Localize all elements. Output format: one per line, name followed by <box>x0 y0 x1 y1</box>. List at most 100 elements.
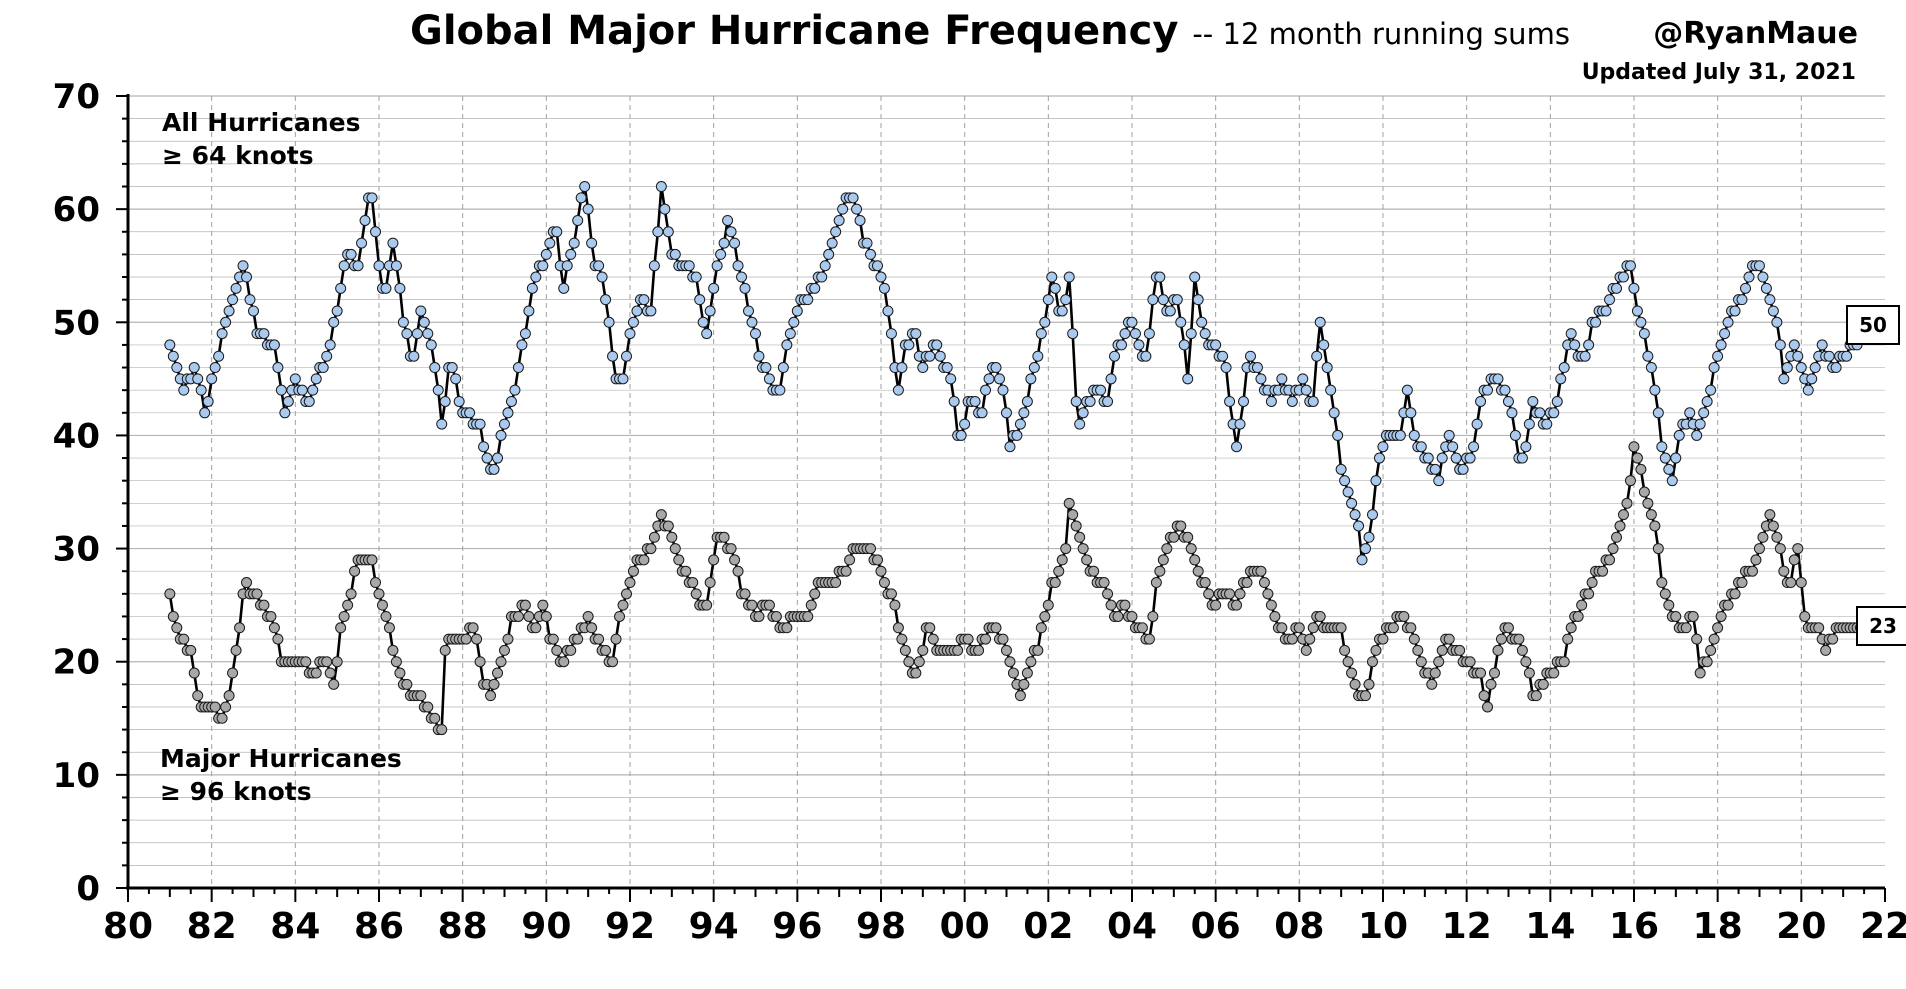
point-all-hurricanes <box>851 203 863 215</box>
point-all-hurricanes <box>356 237 368 249</box>
point-major-hurricanes <box>164 588 176 600</box>
point-major-hurricanes <box>1175 520 1187 532</box>
point-all-hurricanes <box>366 192 378 204</box>
point-major-hurricanes <box>1443 633 1455 645</box>
point-all-hurricanes <box>617 373 629 385</box>
point-major-hurricanes <box>1210 599 1222 611</box>
point-major-hurricanes <box>1081 554 1093 566</box>
point-major-hurricanes <box>680 565 692 577</box>
point-all-hurricanes <box>1795 362 1807 374</box>
point-major-hurricanes <box>272 633 284 645</box>
point-major-hurricanes <box>1611 531 1623 543</box>
point-all-hurricanes <box>380 282 392 294</box>
point-all-hurricanes <box>537 260 549 272</box>
y-tick-label: 20 <box>53 643 100 683</box>
point-all-hurricanes <box>1349 509 1361 521</box>
point-all-hurricanes <box>1778 373 1790 385</box>
point-all-hurricanes <box>1802 384 1814 396</box>
point-major-hurricanes <box>565 644 577 656</box>
point-major-hurricanes <box>1485 678 1497 690</box>
point-major-hurricanes <box>1767 520 1779 532</box>
point-all-hurricanes <box>1063 271 1075 283</box>
point-all-hurricanes <box>227 294 239 306</box>
point-all-hurricanes <box>875 271 887 283</box>
point-major-hurricanes <box>1645 509 1657 521</box>
point-major-hurricanes <box>1562 633 1574 645</box>
point-all-hurricanes <box>1739 282 1751 294</box>
point-all-hurricanes <box>464 407 476 419</box>
point-major-hurricanes <box>387 644 399 656</box>
point-all-hurricanes <box>948 395 960 407</box>
point-major-hurricanes <box>268 622 280 634</box>
point-all-hurricanes <box>1077 407 1089 419</box>
point-major-hurricanes <box>1520 656 1532 668</box>
point-major-hurricanes <box>1715 610 1727 622</box>
point-all-hurricanes <box>519 328 531 340</box>
point-major-hurricanes <box>1638 486 1650 498</box>
point-all-hurricanes <box>422 328 434 340</box>
point-all-hurricanes <box>753 350 765 362</box>
point-all-hurricanes <box>502 407 514 419</box>
point-all-hurricanes <box>345 248 357 260</box>
point-major-hurricanes <box>1231 599 1243 611</box>
point-major-hurricanes <box>1436 644 1448 656</box>
point-all-hurricanes <box>1781 362 1793 374</box>
point-all-hurricanes <box>892 384 904 396</box>
point-major-hurricanes <box>1398 610 1410 622</box>
point-major-hurricanes <box>1722 599 1734 611</box>
point-all-hurricanes <box>1415 441 1427 453</box>
point-all-hurricanes <box>1715 339 1727 351</box>
point-all-hurricanes <box>1722 316 1734 328</box>
point-all-hurricanes <box>1196 316 1208 328</box>
point-all-hurricanes <box>1652 407 1664 419</box>
point-all-hurricanes <box>1551 395 1563 407</box>
point-all-hurricanes <box>474 418 486 430</box>
point-major-hurricanes <box>1346 667 1358 679</box>
point-all-hurricanes <box>781 339 793 351</box>
point-major-hurricanes <box>485 690 497 702</box>
point-all-hurricanes <box>1624 260 1636 272</box>
point-all-hurricanes <box>1816 339 1828 351</box>
point-all-hurricanes <box>296 384 308 396</box>
point-major-hurricanes <box>519 599 531 611</box>
x-tick-label: 84 <box>270 906 320 947</box>
point-all-hurricanes <box>718 237 730 249</box>
point-all-hurricanes <box>1628 282 1640 294</box>
point-all-hurricanes <box>861 237 873 249</box>
x-tick-label: 04 <box>1107 906 1157 947</box>
point-all-hurricanes <box>195 384 207 396</box>
point-all-hurricanes <box>310 373 322 385</box>
point-major-hurricanes <box>913 656 925 668</box>
point-all-hurricanes <box>1363 531 1375 543</box>
point-all-hurricanes <box>1743 271 1755 283</box>
point-all-hurricanes <box>1753 260 1765 272</box>
point-all-hurricanes <box>1457 463 1469 475</box>
point-all-hurricanes <box>1767 305 1779 317</box>
point-all-hurricanes <box>1217 350 1229 362</box>
point-major-hurricanes <box>1489 667 1501 679</box>
point-major-hurricanes <box>607 656 619 668</box>
point-all-hurricanes <box>579 181 591 193</box>
point-all-hurricanes <box>408 350 420 362</box>
point-all-hurricanes <box>819 260 831 272</box>
point-all-hurricanes <box>638 294 650 306</box>
point-all-hurricanes <box>575 192 587 204</box>
point-all-hurricanes <box>878 282 890 294</box>
point-all-hurricanes <box>1841 350 1853 362</box>
point-all-hurricanes <box>1502 395 1514 407</box>
point-major-hurricanes <box>725 543 737 555</box>
point-major-hurricanes <box>924 622 936 634</box>
point-major-hurricanes <box>394 667 406 679</box>
point-all-hurricanes <box>1335 463 1347 475</box>
point-major-hurricanes <box>209 701 221 713</box>
point-major-hurricanes <box>690 588 702 600</box>
point-all-hurricanes <box>481 452 493 464</box>
point-all-hurricanes <box>823 248 835 260</box>
point-all-hurricanes <box>1199 328 1211 340</box>
point-all-hurricanes <box>1189 271 1201 283</box>
point-all-hurricanes <box>690 271 702 283</box>
point-all-hurricanes <box>847 192 859 204</box>
point-all-hurricanes <box>659 203 671 215</box>
point-major-hurricanes <box>1293 622 1305 634</box>
point-major-hurricanes <box>614 610 626 622</box>
